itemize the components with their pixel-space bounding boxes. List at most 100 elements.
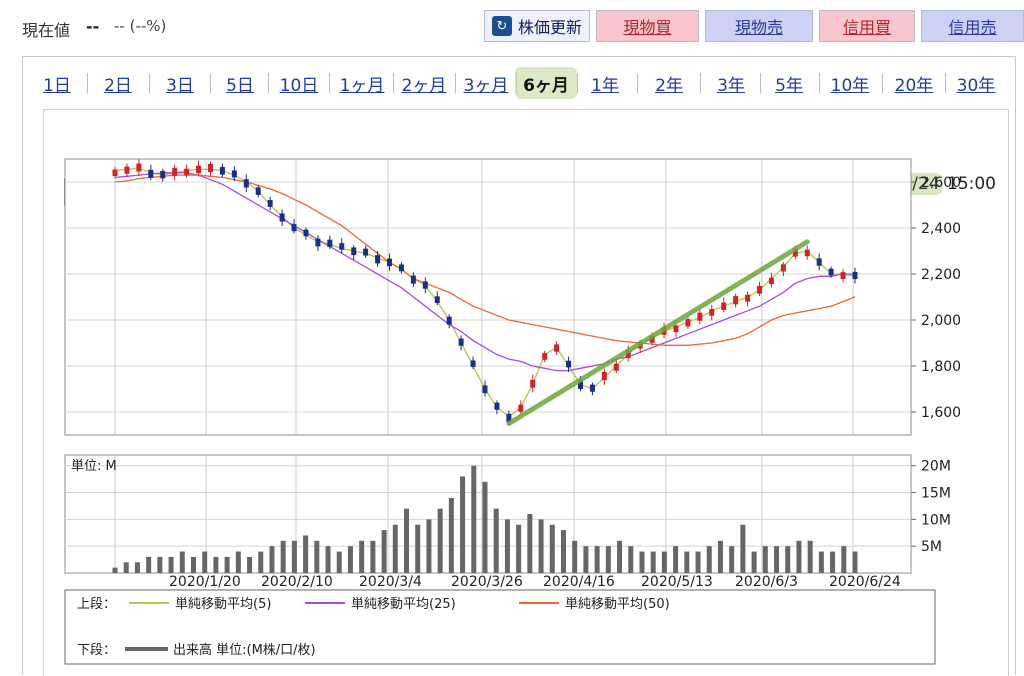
candle-body	[852, 271, 858, 280]
volume-bar	[740, 524, 746, 573]
tab-5[interactable]: 1ヶ月	[339, 75, 385, 96]
tab-7[interactable]: 3ヶ月	[463, 75, 509, 96]
tab-13[interactable]: 10年	[830, 75, 870, 96]
xtick-label: 2020/5/13	[641, 574, 713, 590]
xtick-label: 2020/3/26	[451, 574, 523, 590]
tab-14[interactable]: 20年	[894, 75, 934, 96]
candle-body	[315, 238, 321, 247]
candle-body	[291, 223, 297, 232]
volume-bar	[347, 546, 353, 573]
candle-body	[589, 384, 595, 392]
xtick-label: 2020/1/20	[169, 574, 241, 590]
candle-body	[649, 335, 655, 343]
volume-bar	[673, 546, 679, 573]
tab-8[interactable]: 6ヶ月	[523, 75, 569, 96]
volume-bar	[336, 551, 342, 573]
legend-label-1: 単純移動平均(5)	[175, 596, 271, 612]
xtick-label: 2020/6/3	[735, 574, 798, 590]
volume-bar	[471, 465, 477, 573]
xtick-label: 2020/4/16	[543, 574, 615, 590]
cash-sell-button[interactable]: 現物売	[705, 10, 813, 42]
candle-body	[196, 165, 202, 174]
candle-body	[673, 325, 679, 333]
volume-bar	[695, 551, 701, 573]
tab-6[interactable]: 2ヶ月	[401, 75, 447, 96]
candle-body	[757, 285, 763, 294]
tab-separator	[210, 73, 211, 93]
price-ytick-label: 2,200	[921, 267, 961, 283]
price-ytick-label: 1,600	[921, 405, 961, 421]
active-tab-highlight	[515, 67, 577, 99]
stock-chart: 1,600 1,800 2,000 2,200 2,400 2,600 5M 10M 15M 20…	[64, 158, 961, 665]
tab-separator	[577, 73, 578, 93]
candle-body	[709, 308, 715, 316]
volume-bar	[314, 540, 320, 573]
tab-9[interactable]: 1年	[591, 75, 619, 96]
volume-bar	[123, 562, 129, 573]
volume-bar	[572, 540, 578, 573]
volume-bar	[202, 551, 208, 573]
volume-bar	[751, 551, 757, 573]
volume-bar	[583, 546, 589, 573]
candle-body	[554, 344, 560, 352]
candle-body	[255, 187, 261, 195]
tab-12[interactable]: 5年	[775, 75, 803, 96]
price-ytick-label: 1,800	[921, 359, 961, 375]
legend-upper-label: 上段：	[77, 597, 116, 612]
volume-bar	[280, 540, 286, 573]
current-price-value: --	[86, 17, 100, 36]
candle-body	[494, 402, 500, 410]
tab-11[interactable]: 3年	[717, 75, 745, 96]
volume-bar	[359, 540, 365, 573]
tab-2[interactable]: 3日	[166, 75, 194, 96]
volume-bar	[852, 551, 858, 573]
volume-bar	[157, 556, 163, 573]
candle-body	[506, 413, 512, 423]
volume-bar	[415, 524, 421, 573]
candle-body	[375, 255, 381, 264]
candle-body	[745, 294, 751, 302]
volume-bar	[774, 546, 780, 573]
price-change: -- (--%)	[114, 17, 167, 35]
price-ytick-label: 2,000	[921, 313, 961, 329]
volume-bar	[549, 524, 555, 573]
cash-buy-button[interactable]: 現物買	[596, 10, 699, 42]
tab-15[interactable]: 30年	[956, 75, 996, 96]
candle-body	[398, 264, 404, 272]
candle-body	[577, 381, 583, 389]
tab-3[interactable]: 5日	[226, 75, 254, 96]
candle-body	[530, 379, 536, 388]
update-price-label: 株価更新	[517, 18, 582, 37]
volume-plot-frame	[64, 454, 912, 574]
candle-body	[351, 247, 357, 256]
tab-0[interactable]: 1日	[43, 75, 71, 96]
candle-body	[601, 371, 607, 381]
timestamp-time: 15:00	[947, 174, 996, 194]
update-price-button[interactable]: ↻ 株価更新	[484, 10, 590, 42]
margin-sell-button[interactable]: 信用売	[921, 10, 1024, 42]
volume-bar	[841, 546, 847, 573]
volume-bar	[762, 546, 768, 573]
xtick-label: 2020/3/4	[359, 574, 422, 590]
tab-separator	[637, 73, 638, 93]
candle-body	[160, 170, 166, 179]
candle-body	[279, 213, 285, 222]
volume-bar	[785, 546, 791, 573]
candle-body	[768, 277, 774, 285]
volume-bar	[325, 546, 331, 573]
volume-bar	[303, 535, 309, 573]
candle-body	[828, 268, 834, 276]
candle-body	[697, 312, 703, 321]
volume-bar	[448, 497, 454, 573]
volume-unit-label: 単位: M	[71, 458, 117, 474]
tab-10[interactable]: 2年	[655, 75, 683, 96]
margin-buy-button[interactable]: 信用買	[819, 10, 915, 42]
tab-separator	[819, 73, 820, 93]
volume-bar	[426, 519, 432, 573]
tab-separator	[700, 73, 701, 93]
tab-separator	[268, 73, 269, 93]
volume-bar	[818, 551, 824, 573]
tab-4[interactable]: 10日	[279, 75, 319, 96]
tab-1[interactable]: 2日	[104, 75, 132, 96]
volume-bar	[482, 481, 488, 573]
